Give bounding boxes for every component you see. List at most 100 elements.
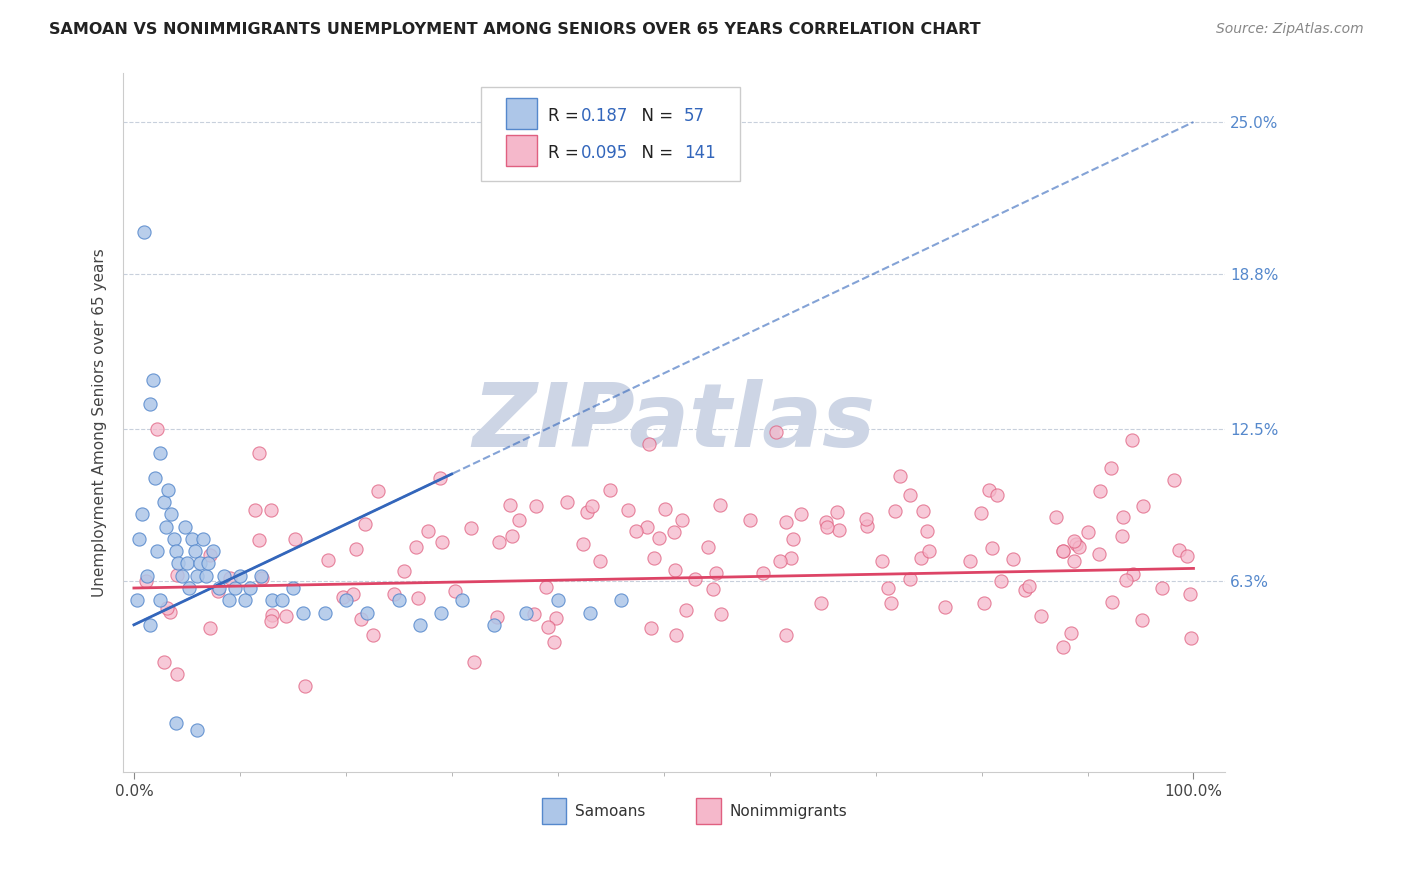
Point	[638, 437, 661, 451]
Text: 141: 141	[685, 145, 716, 162]
Point	[139, 617, 162, 632]
Point	[207, 584, 229, 599]
Point	[176, 557, 198, 571]
Point	[149, 446, 172, 460]
Point	[361, 628, 384, 642]
Point	[599, 483, 621, 497]
Point	[405, 540, 427, 554]
Point	[1014, 582, 1036, 597]
Point	[1077, 524, 1099, 539]
Point	[640, 621, 662, 635]
Point	[702, 582, 724, 597]
Point	[443, 583, 465, 598]
Point	[765, 425, 787, 439]
Point	[128, 532, 150, 546]
Point	[186, 723, 208, 738]
Point	[576, 505, 599, 519]
Point	[165, 715, 187, 730]
Point	[524, 500, 547, 514]
Point	[125, 593, 148, 607]
Point	[184, 544, 207, 558]
Point	[959, 554, 981, 568]
Point	[537, 619, 560, 633]
Point	[165, 544, 187, 558]
Text: 57: 57	[685, 107, 706, 125]
Point	[260, 614, 283, 628]
Point	[131, 508, 153, 522]
FancyBboxPatch shape	[481, 87, 741, 181]
Point	[332, 590, 354, 604]
Point	[224, 581, 246, 595]
Point	[1052, 544, 1074, 558]
Text: 0.095: 0.095	[581, 145, 628, 162]
Point	[167, 557, 190, 571]
Point	[243, 502, 266, 516]
Text: Nonimmigrants: Nonimmigrants	[730, 804, 848, 819]
Point	[262, 608, 284, 623]
Point	[648, 531, 671, 545]
Point	[1029, 609, 1052, 624]
Point	[918, 544, 941, 558]
Point	[335, 593, 357, 607]
Point	[429, 470, 451, 484]
Point	[1001, 552, 1024, 566]
Point	[153, 655, 176, 669]
Text: Source: ZipAtlas.com: Source: ZipAtlas.com	[1216, 22, 1364, 37]
Point	[1163, 473, 1185, 487]
Bar	[506, 98, 537, 129]
Point	[212, 568, 235, 582]
Point	[617, 502, 640, 516]
Point	[1112, 510, 1135, 524]
Point	[408, 591, 430, 606]
Point	[1180, 631, 1202, 645]
Text: R =: R =	[547, 145, 583, 162]
Point	[534, 580, 557, 594]
Point	[1045, 509, 1067, 524]
Point	[768, 554, 790, 568]
Point	[870, 554, 893, 568]
Text: 0.187: 0.187	[581, 107, 628, 125]
Point	[1063, 534, 1085, 549]
Point	[1018, 579, 1040, 593]
Point	[344, 542, 367, 557]
Point	[367, 484, 389, 499]
Point	[970, 506, 993, 520]
Point	[260, 593, 283, 607]
Bar	[543, 797, 567, 824]
Point	[508, 513, 530, 527]
Point	[382, 587, 405, 601]
Point	[610, 593, 633, 607]
Point	[704, 566, 727, 581]
Point	[247, 533, 270, 548]
Point	[292, 606, 315, 620]
Point	[1177, 549, 1199, 563]
Point	[432, 534, 454, 549]
Point	[1060, 625, 1083, 640]
Point	[416, 524, 439, 538]
Point	[1063, 554, 1085, 568]
Point	[142, 373, 165, 387]
Point	[430, 606, 453, 620]
Point	[160, 508, 183, 522]
Point	[146, 421, 169, 435]
Point	[392, 564, 415, 578]
Point	[827, 505, 849, 519]
Point	[252, 571, 274, 585]
Point	[388, 593, 411, 607]
Point	[664, 628, 686, 642]
Point	[546, 610, 568, 624]
Point	[188, 557, 211, 571]
Point	[986, 488, 1008, 502]
Point	[156, 601, 179, 615]
Text: R =: R =	[547, 107, 583, 125]
Point	[186, 568, 208, 582]
Point	[917, 524, 939, 539]
Point	[499, 498, 522, 512]
Point	[1099, 460, 1122, 475]
Point	[543, 634, 565, 648]
Bar	[506, 135, 537, 166]
Point	[981, 541, 1004, 556]
Point	[855, 512, 877, 526]
Point	[239, 581, 262, 595]
Point	[166, 666, 188, 681]
